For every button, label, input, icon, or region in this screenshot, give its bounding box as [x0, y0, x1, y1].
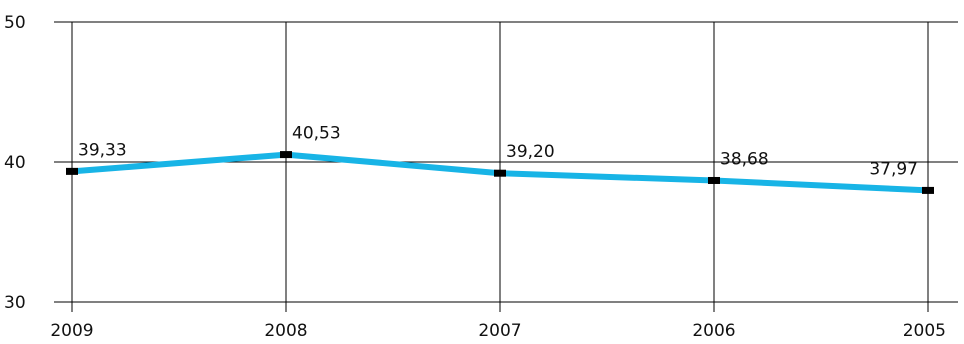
x-tick-label: 2007 — [478, 321, 521, 341]
data-point-marker — [280, 151, 292, 159]
x-axis-ticks: 2009 2008 2007 2006 2005 — [50, 321, 946, 341]
data-point-marker — [708, 176, 720, 184]
x-tick-label: 2008 — [264, 321, 307, 341]
y-tick-label: 50 — [4, 13, 26, 33]
grid — [54, 21, 958, 312]
y-tick-label: 30 — [4, 293, 26, 313]
data-point-marker — [66, 167, 78, 175]
x-tick-label: 2006 — [692, 321, 735, 341]
data-label: 39,20 — [506, 142, 555, 162]
x-tick-label: 2005 — [903, 321, 946, 341]
data-label: 40,53 — [292, 124, 341, 144]
data-point-marker — [494, 169, 506, 177]
y-axis-ticks: 30 40 50 — [4, 13, 26, 313]
data-labels-group: 39,33 40,53 39,20 38,68 37,97 — [78, 124, 918, 180]
data-label: 39,33 — [78, 140, 127, 160]
data-label: 37,97 — [869, 159, 918, 179]
series-group — [66, 151, 934, 194]
data-label: 38,68 — [720, 149, 769, 169]
data-point-marker — [922, 186, 934, 194]
y-tick-label: 40 — [4, 153, 26, 173]
x-tick-label: 2009 — [50, 321, 93, 341]
